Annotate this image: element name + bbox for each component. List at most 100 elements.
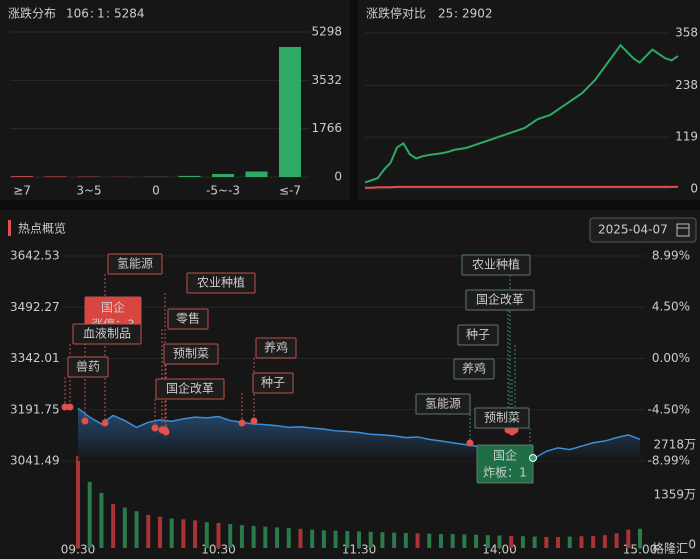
volume-bar xyxy=(286,528,291,548)
x-tick-label: 14:00 xyxy=(482,543,517,557)
annotation-text: 种子 xyxy=(261,376,285,390)
volume-bar xyxy=(532,536,537,548)
y-tick-label: 5298 xyxy=(311,25,342,39)
annotation-box xyxy=(186,272,256,294)
x-tick-label: ≥7 xyxy=(13,184,31,198)
y-tick-label: 3342.01 xyxy=(10,351,60,365)
annotation-text: 养鸡 xyxy=(264,340,288,355)
volume-tick-label: 2718万 xyxy=(653,438,696,452)
x-tick-label: 3~5 xyxy=(76,184,101,198)
volume-bar xyxy=(450,534,455,548)
annotation-text: 国企 xyxy=(101,300,125,315)
y2-tick-label: 0.00% xyxy=(652,351,690,365)
header-text: 涨跌停对比 xyxy=(366,6,426,21)
y-tick-label: 119 xyxy=(675,130,698,144)
volume-bar xyxy=(474,534,479,548)
bar xyxy=(245,171,268,177)
volume-bar xyxy=(427,533,432,548)
volume-tick-label: 0 xyxy=(688,538,696,552)
annotation-text: 国企改革 xyxy=(476,292,524,307)
annotation-sub: 炸板：1 xyxy=(483,466,527,480)
y2-tick-label: -4.50% xyxy=(648,402,690,416)
volume-bar xyxy=(122,507,127,548)
x-tick-label: 11:30 xyxy=(342,543,377,557)
volume-bar xyxy=(497,535,502,548)
volume-bar xyxy=(403,532,408,548)
annotation-box xyxy=(461,254,531,276)
y2-tick-label: 8.99% xyxy=(652,249,690,263)
y-tick-label: 3191.75 xyxy=(10,402,60,416)
volume-bar xyxy=(591,535,596,548)
annotation-dot xyxy=(250,417,258,425)
annotation-box xyxy=(72,323,142,345)
y-tick-label: 3532 xyxy=(311,73,342,87)
volume-bar xyxy=(357,531,361,548)
annotation-text: 预制菜 xyxy=(173,347,209,361)
volume-bar xyxy=(485,535,490,548)
volume-bar xyxy=(169,518,174,548)
volume-bar xyxy=(333,530,338,548)
volume-bar xyxy=(310,529,315,548)
annotation-box xyxy=(107,253,163,275)
annotation-box xyxy=(167,308,209,330)
y-tick-label: 1766 xyxy=(311,121,342,135)
annotation-dot xyxy=(529,454,537,462)
y-tick-label: 3041.49 xyxy=(10,454,60,468)
y-tick-label: 3492.27 xyxy=(10,300,60,314)
annotation-box xyxy=(155,378,225,400)
x-tick-label: 15:00 xyxy=(623,543,658,557)
volume-bar xyxy=(626,529,631,548)
annotation-box xyxy=(163,343,219,365)
volume-tick-label: 1359万 xyxy=(653,488,696,502)
volume-bar xyxy=(134,511,139,548)
date-picker[interactable] xyxy=(589,217,697,243)
volume-bar xyxy=(204,522,209,548)
calendar-icon[interactable] xyxy=(676,223,690,237)
annotation-dot xyxy=(238,419,246,427)
volume-bar xyxy=(614,533,619,548)
header-text: 25 xyxy=(438,7,453,21)
annotation-text: 兽药 xyxy=(76,360,100,374)
header-text: 1 xyxy=(97,7,105,21)
annotation-box xyxy=(465,289,535,311)
volume-bar xyxy=(567,536,572,548)
annotation-box xyxy=(255,337,297,359)
header-text: 涨跌分布 xyxy=(8,6,56,21)
volume-bar xyxy=(193,520,198,548)
annotation-dot xyxy=(101,419,109,427)
header-text: 2902 xyxy=(462,7,493,21)
annotation-dot xyxy=(66,403,74,411)
annotation-text: 养鸡 xyxy=(462,361,486,376)
panel xyxy=(358,0,700,200)
bar xyxy=(178,175,201,177)
annotation-box xyxy=(476,444,534,484)
line xyxy=(364,43,679,184)
volume-bar xyxy=(181,519,186,548)
volume-bar xyxy=(239,525,244,548)
bar xyxy=(11,176,33,177)
annotation-box xyxy=(474,407,530,429)
volume-bar xyxy=(87,481,92,548)
volume-bar xyxy=(520,536,525,548)
x-tick-label: ≤-7 xyxy=(279,184,301,198)
annotation-dot xyxy=(81,417,89,425)
x-tick-label: 0 xyxy=(152,184,160,198)
volume-bar xyxy=(544,536,549,548)
annotation-dot xyxy=(151,424,159,432)
volume-bar xyxy=(298,528,303,548)
annotation-text: 零售 xyxy=(176,311,200,326)
watermark: 格隆汇 xyxy=(652,541,688,556)
volume-bar xyxy=(579,536,584,548)
y2-tick-label: -8.99% xyxy=(648,454,690,468)
y-tick-label: 358 xyxy=(675,26,698,40)
volume-bar xyxy=(415,533,420,548)
x-tick-label: -5~-3 xyxy=(206,184,240,198)
header-text: 106 xyxy=(66,7,89,21)
volume-bar xyxy=(392,532,397,548)
y-tick-label: 238 xyxy=(675,78,698,92)
annotation-box xyxy=(67,356,109,378)
annotation-dot xyxy=(508,428,516,436)
annotation-box xyxy=(252,372,294,394)
price-line xyxy=(77,407,641,459)
volume-bar xyxy=(76,456,80,548)
